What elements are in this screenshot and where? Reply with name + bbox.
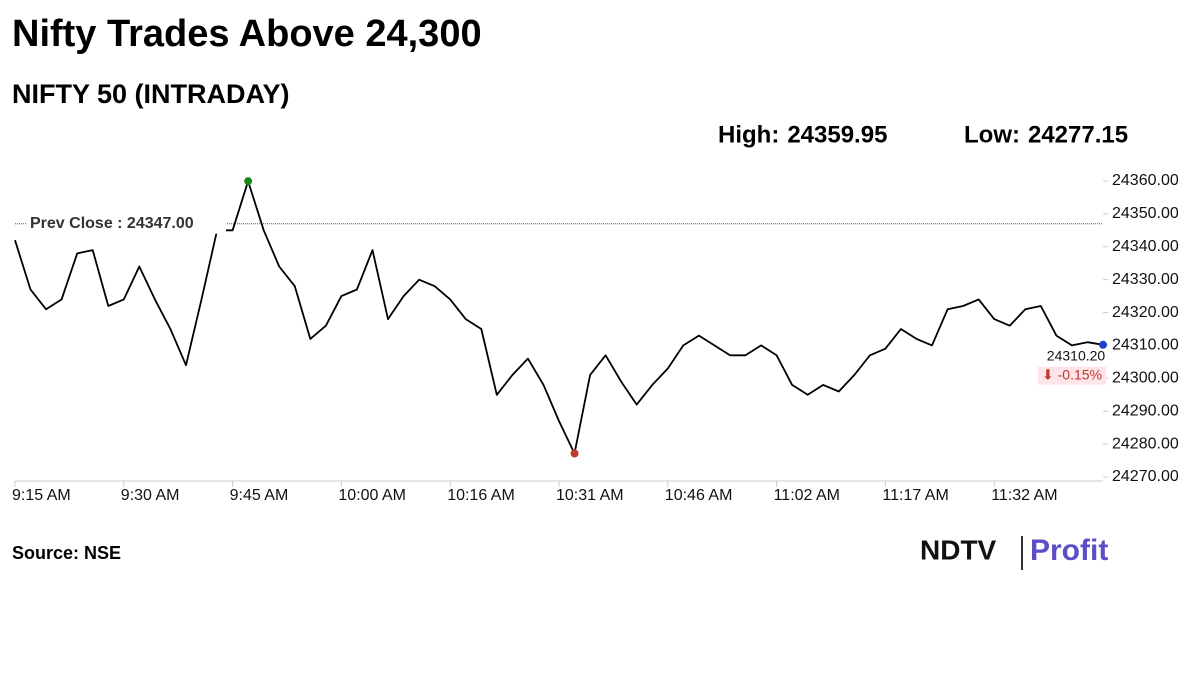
high-dot: [244, 177, 253, 186]
x-tick-label: 9:45 AM: [230, 487, 289, 504]
source: Source: NSE: [12, 543, 121, 563]
x-tick-label: 11:02 AM: [774, 487, 840, 504]
price-line: [14, 180, 1104, 455]
x-tick-label: 10:00 AM: [338, 487, 406, 504]
prev-close-label-bg: [26, 213, 226, 234]
logo-ndtv: NDTV: [920, 534, 997, 565]
logo-profit: Profit: [1030, 534, 1108, 567]
y-tick-label: 24350.00: [1112, 205, 1179, 222]
last-dot: [1099, 340, 1107, 349]
chart-subtitle: NIFTY 50 (INTRADAY): [12, 79, 290, 109]
low-dot: [570, 449, 579, 458]
change-label: ⬇ -0.15%: [1042, 366, 1102, 382]
change-bg: [1038, 366, 1106, 385]
x-tick-label: 10:31 AM: [556, 487, 624, 504]
y-tick-label: 24310.00: [1112, 337, 1179, 354]
x-tick-label: 9:30 AM: [121, 487, 180, 504]
prev-close-label: Prev Close : 24347.00: [30, 215, 194, 232]
y-tick-label: 24280.00: [1112, 435, 1179, 452]
chart-title: Nifty Trades Above 24,300: [12, 13, 482, 55]
last-value-label: 24310.20: [1047, 347, 1106, 363]
y-tick-label: 24270.00: [1112, 468, 1179, 485]
x-tick-label: 10:46 AM: [665, 487, 733, 504]
stat-value: 24359.95: [787, 121, 887, 148]
y-tick-label: 24320.00: [1112, 304, 1179, 321]
y-tick-label: 24340.00: [1112, 238, 1179, 255]
x-tick-label: 10:16 AM: [447, 487, 515, 504]
x-tick-label: 9:15 AM: [12, 487, 71, 504]
y-tick-label: 24330.00: [1112, 271, 1179, 288]
y-tick-label: 24360.00: [1112, 172, 1179, 189]
stat-value: 24277.15: [1028, 121, 1128, 148]
stat-name: Low:: [964, 121, 1020, 148]
x-tick-label: 11:17 AM: [882, 487, 948, 504]
stat-name: High:: [718, 121, 779, 148]
y-tick-label: 24300.00: [1112, 370, 1179, 387]
y-tick-label: 24290.00: [1112, 402, 1179, 419]
x-tick-label: 11:32 AM: [991, 487, 1057, 504]
